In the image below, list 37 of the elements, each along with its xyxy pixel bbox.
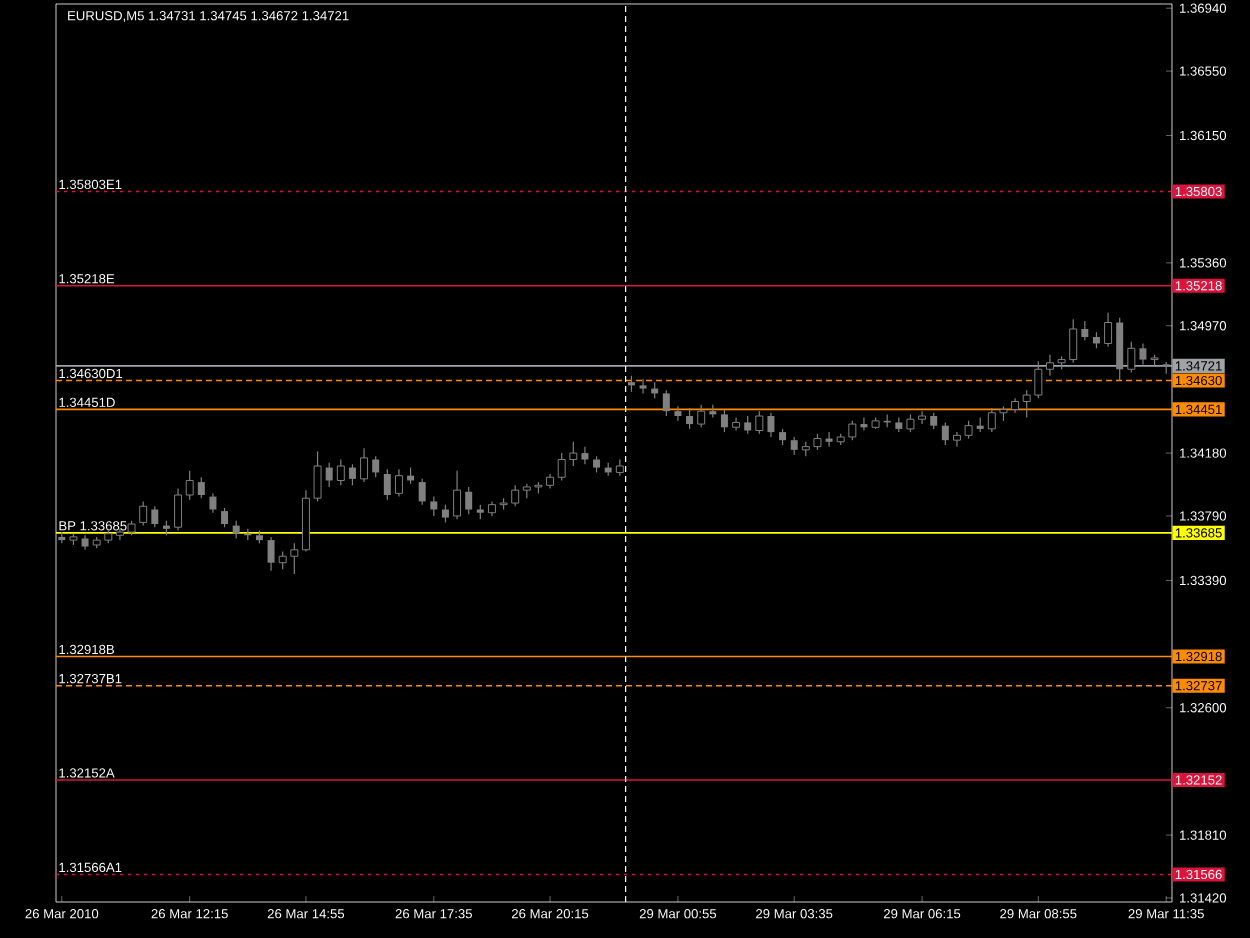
- candlestick: [941, 421, 949, 446]
- candlestick: [720, 408, 728, 433]
- candlestick: [348, 463, 356, 486]
- candlestick: [581, 446, 589, 465]
- candlestick: [453, 470, 462, 520]
- candlestick: [686, 407, 694, 430]
- candlestick: [697, 404, 706, 428]
- candlestick: [465, 486, 473, 515]
- candlestick: [674, 405, 682, 422]
- candlestick: [662, 389, 670, 417]
- candlestick: [360, 447, 369, 483]
- candlestick: [185, 470, 194, 501]
- candlestick: [394, 468, 403, 498]
- candlestick: [1116, 317, 1124, 382]
- candlestick: [639, 378, 647, 395]
- candlestick: [151, 505, 159, 528]
- candlestick: [732, 417, 741, 432]
- candlestick: [267, 536, 275, 572]
- candlestick: [1104, 312, 1113, 348]
- candlestick: [418, 478, 426, 506]
- candlestick: [1127, 341, 1136, 374]
- candlestick: [372, 455, 380, 478]
- candlestick: [325, 462, 333, 488]
- candlestick: [1139, 342, 1147, 366]
- candlestick: [139, 500, 148, 527]
- candlestick: [197, 476, 205, 499]
- candlestick: [860, 417, 868, 432]
- candlestick: [755, 410, 764, 435]
- candlestick: [221, 507, 229, 528]
- candlestick: [825, 431, 833, 448]
- candlestick: [1081, 320, 1089, 341]
- candlestick: [767, 412, 775, 438]
- candlestick: [383, 468, 391, 501]
- candlestick: [430, 495, 438, 517]
- candlestick: [209, 492, 217, 514]
- candlestick: [336, 458, 345, 486]
- candlestick: [174, 487, 183, 532]
